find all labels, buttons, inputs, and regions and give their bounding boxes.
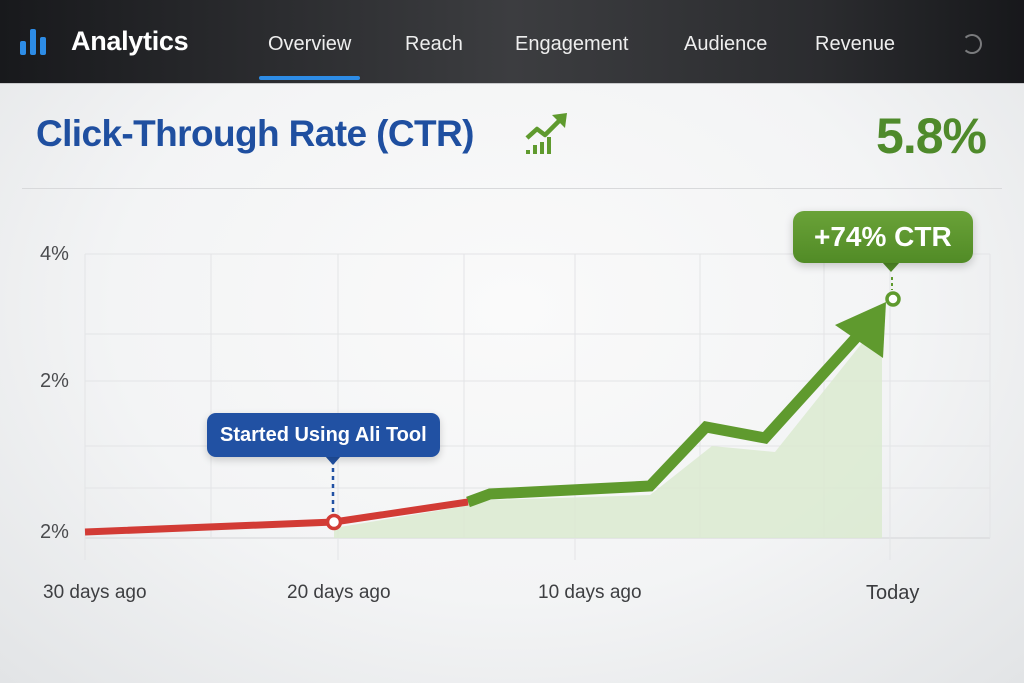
page-title: Click-Through Rate (CTR) (36, 113, 474, 154)
ctr-metric-value: 5.8% (876, 108, 987, 164)
ctr-line-after (466, 316, 877, 508)
x-axis-label-today: Today (866, 582, 920, 604)
arrow-head (835, 302, 886, 358)
end-marker (885, 291, 901, 307)
refresh-icon[interactable] (962, 34, 982, 54)
trending-up-icon (525, 113, 567, 154)
brand[interactable]: Analytics (20, 26, 189, 57)
top-navigation-bar: Analytics Overview Reach Engagement Audi… (0, 0, 1024, 84)
annotation-ctr-increase: +74% CTR (793, 211, 973, 263)
main-tabs: Overview Reach Engagement Audience Reven… (0, 33, 1024, 83)
tab-reach[interactable]: Reach (405, 33, 463, 55)
divider (22, 188, 1002, 189)
y-axis-label-top: 4% (40, 243, 69, 265)
tab-audience[interactable]: Audience (684, 33, 768, 55)
tab-engagement[interactable]: Engagement (515, 33, 629, 55)
annotation-started-tool: Started Using Ali Tool (207, 413, 440, 457)
tab-revenue[interactable]: Revenue (815, 33, 896, 55)
x-axis-label-10-days: 10 days ago (538, 582, 642, 603)
y-axis-label-middle: 2% (40, 370, 69, 392)
x-axis-label-30-days: 30 days ago (43, 582, 147, 603)
x-axis-label-20-days: 20 days ago (287, 582, 391, 603)
bar-chart-icon (20, 28, 48, 55)
app-title: Analytics (71, 26, 189, 56)
start-marker (325, 513, 343, 531)
y-axis-label-bottom: 2% (40, 521, 69, 543)
ctr-area-fill (334, 318, 882, 538)
tab-overview[interactable]: Overview (258, 33, 361, 80)
